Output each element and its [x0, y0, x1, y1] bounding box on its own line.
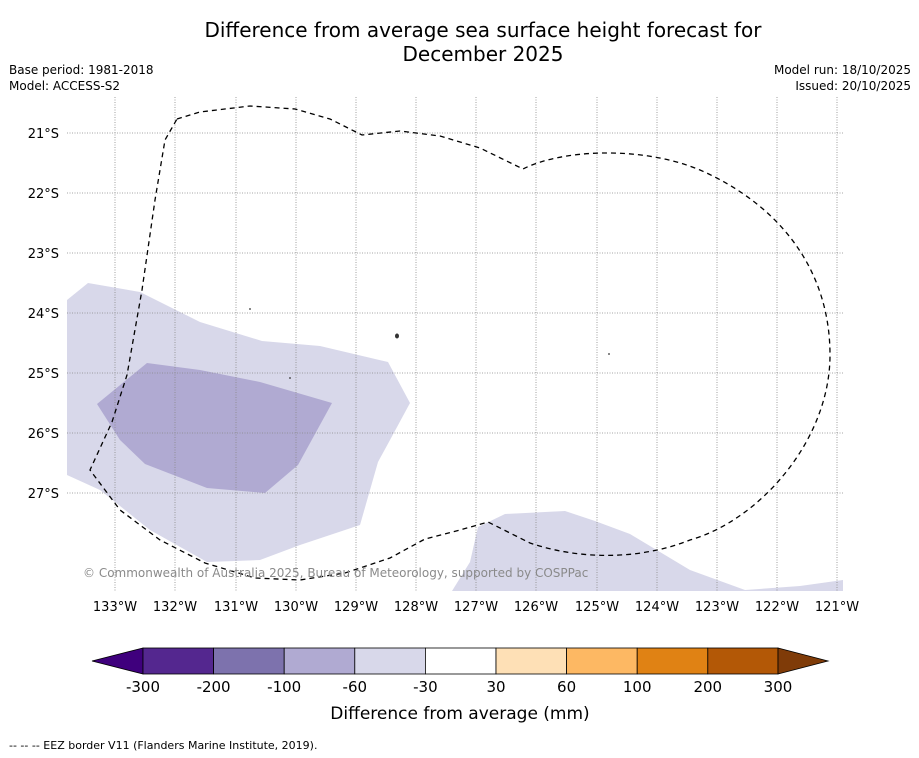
- lon-label: 127°W: [454, 600, 498, 615]
- map-area: [67, 283, 843, 591]
- lon-label: 125°W: [575, 600, 619, 615]
- colorbar-ticks: -300 -200 -100 -60 -30 30 60 100 200 300: [126, 678, 792, 696]
- lon-label: 131°W: [214, 600, 258, 615]
- colorbar-segment: [142, 647, 214, 675]
- lon-label: 129°W: [334, 600, 378, 615]
- colorbar-tick: 200: [693, 678, 722, 696]
- meta-left: Base period: 1981-2018 Model: ACCESS-S2: [9, 62, 154, 94]
- colorbar-tick: -30: [413, 678, 438, 696]
- colorbar-segment: [566, 647, 638, 675]
- colorbar-segment: [636, 647, 709, 675]
- model-name: Model: ACCESS-S2: [9, 79, 121, 93]
- lon-label: 130°W: [274, 600, 318, 615]
- colorbar-segment: [354, 647, 426, 675]
- base-period: Base period: 1981-2018: [9, 63, 154, 77]
- meta-right: Model run: 18/10/2025 Issued: 20/10/2025: [774, 62, 911, 94]
- issued-date: Issued: 20/10/2025: [795, 79, 911, 93]
- islands: [249, 308, 610, 379]
- lat-label: 27°S: [28, 487, 59, 502]
- lat-label: 23°S: [28, 247, 59, 262]
- colorbar-tick: -300: [126, 678, 160, 696]
- anomaly-region-west-dark: [97, 363, 332, 493]
- lon-label: 123°W: [695, 600, 739, 615]
- lat-label: 25°S: [28, 367, 59, 382]
- lon-label: 133°W: [93, 600, 137, 615]
- colorbar-tick: 300: [764, 678, 793, 696]
- eez-border: [89, 105, 831, 581]
- lon-label: 121°W: [815, 600, 859, 615]
- graticule: [67, 97, 843, 591]
- copyright-notice: © Commonwealth of Australia 2025, Bureau…: [83, 566, 588, 580]
- lon-label: 128°W: [394, 600, 438, 615]
- anomaly-region-southeast-light: [452, 511, 843, 591]
- lat-label: 26°S: [28, 427, 59, 442]
- colorbar-tick: 60: [557, 678, 576, 696]
- map-title: Difference from average sea surface heig…: [0, 18, 919, 66]
- lon-label: 126°W: [514, 600, 558, 615]
- footer-note: -- -- -- EEZ border V11 (Flanders Marine…: [9, 739, 318, 752]
- colorbar-tick: -100: [267, 678, 301, 696]
- colorbar-tick: -200: [197, 678, 231, 696]
- lat-labels: 21°S 22°S 23°S 24°S 25°S 26°S 27°S: [28, 127, 59, 502]
- lat-label: 21°S: [28, 127, 59, 142]
- model-run: Model run: 18/10/2025: [773, 63, 911, 77]
- colorbar-segment: [283, 647, 356, 675]
- colorbar-segment: [424, 647, 497, 675]
- colorbar-segment: [213, 647, 285, 675]
- lon-label: 124°W: [635, 600, 679, 615]
- colorbar-tick: -60: [343, 678, 368, 696]
- title-line-2: December 2025: [402, 42, 564, 66]
- colorbar-title: Difference from average (mm): [330, 704, 589, 724]
- colorbar-extend-max: [777, 647, 830, 675]
- colorbar-segment: [707, 647, 779, 675]
- colorbar-tick: 100: [623, 678, 652, 696]
- lon-label: 132°W: [153, 600, 197, 615]
- lon-labels: 133°W 132°W 131°W 130°W 129°W 128°W 127°…: [93, 600, 859, 615]
- title-line-1: Difference from average sea surface heig…: [204, 18, 762, 42]
- colorbar-extend-min: [91, 647, 144, 675]
- colorbar: [91, 647, 830, 675]
- lon-label: 122°W: [755, 600, 799, 615]
- colorbar-segment: [495, 647, 567, 675]
- lat-label: 24°S: [28, 307, 59, 322]
- lat-label: 22°S: [28, 187, 59, 202]
- colorbar-tick: 30: [486, 678, 505, 696]
